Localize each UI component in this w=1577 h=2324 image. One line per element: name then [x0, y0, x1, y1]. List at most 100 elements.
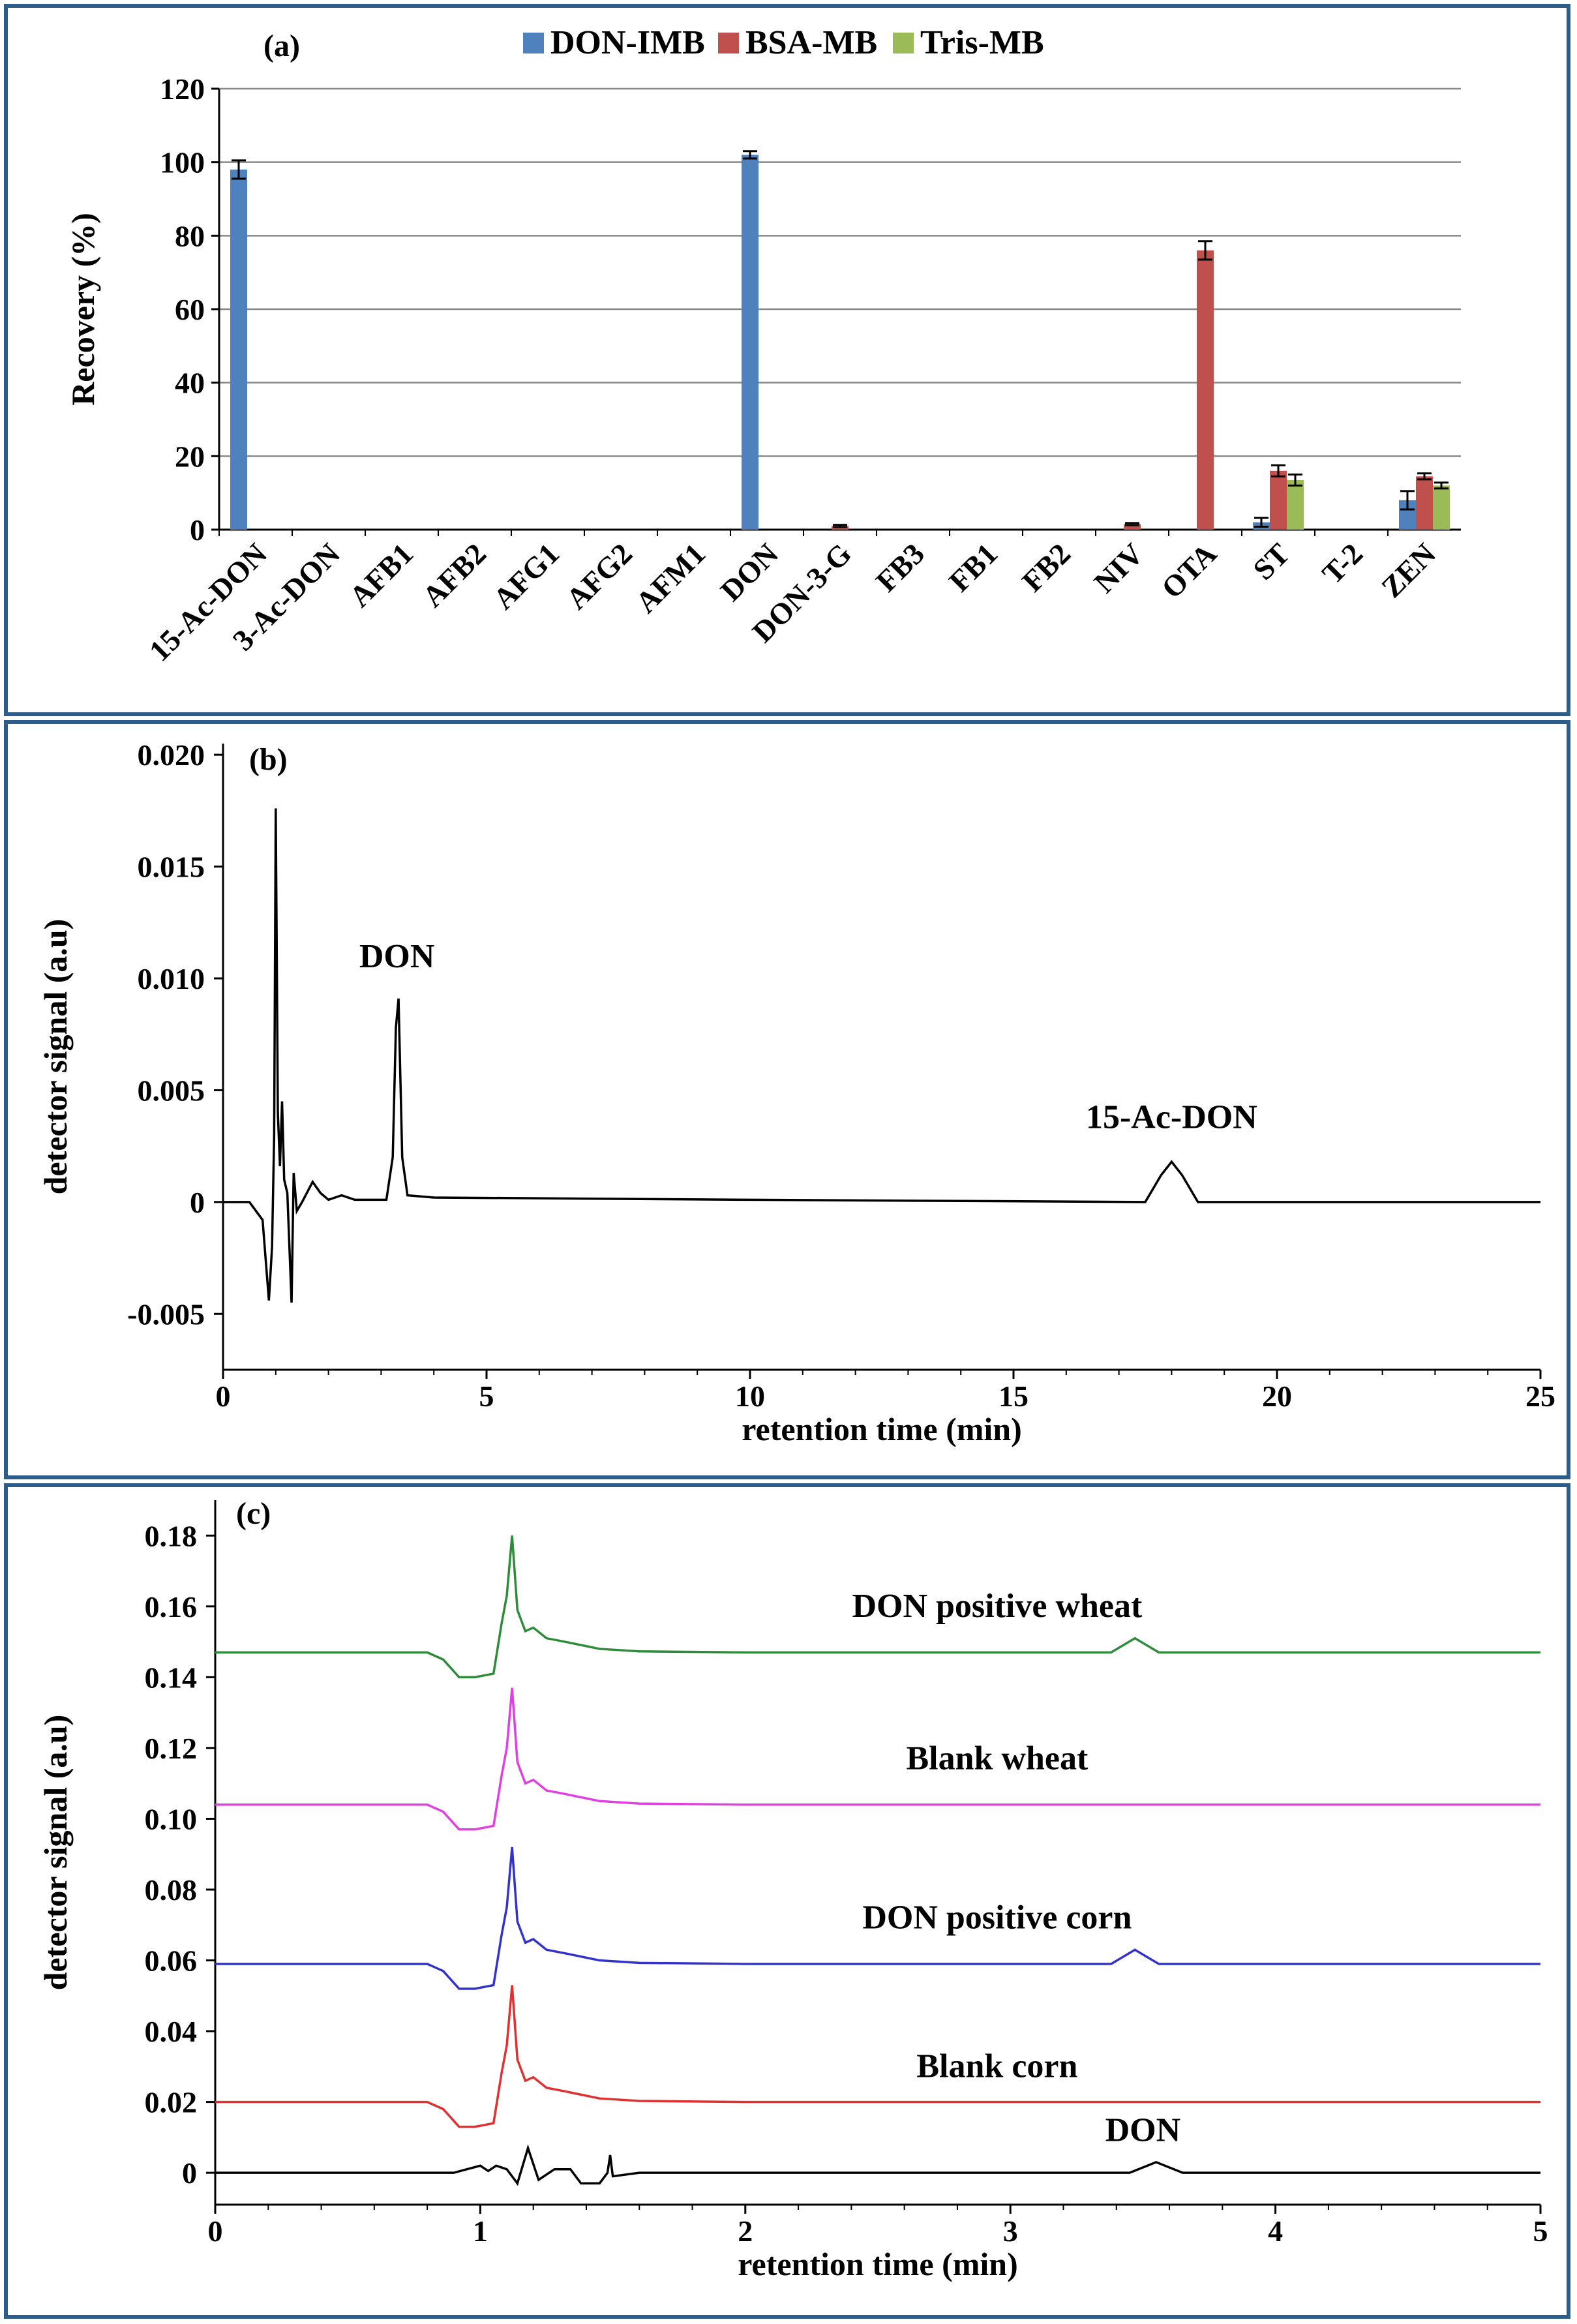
y-tick-label-7: 0.14 — [145, 1661, 198, 1694]
trace-label-3: Blank corn — [916, 2048, 1077, 2085]
x-tick-label-3: 15 — [999, 1380, 1029, 1413]
legend-label-2: Tris-MB — [920, 24, 1044, 61]
y-tick-label-6: 120 — [160, 72, 205, 106]
standard-chromatogram: -0.005 0 0.005 0.010 0.015 0.020 0 5 10 15 20 25 ret… — [37, 738, 1555, 1447]
recovery-bar-chart: (a) DON-IMB BSA-MB Tris-MB 0 20 40 60 80 100 120 Re… — [65, 24, 1461, 667]
y-tick-label-0: -0.005 — [127, 1297, 205, 1331]
legend-label-0: DON-IMB — [550, 24, 705, 61]
bar-Tris-MB-ST — [1287, 479, 1304, 530]
trace-label-1: Blank wheat — [906, 1740, 1089, 1777]
y-axis-label: detector signal (a.u) — [37, 1715, 74, 1991]
legend-swatch-2 — [893, 33, 914, 53]
y-tick-label-2: 0.005 — [138, 1074, 205, 1107]
error-bar-BSA-MB-OTA — [1198, 240, 1212, 261]
x-tick-label-4: 20 — [1262, 1380, 1292, 1413]
error-bar-DON-IMB-DON — [743, 150, 757, 160]
error-bar-BSA-MB-NIV — [1125, 522, 1139, 526]
error-bar-BSA-MB-ZEN — [1417, 472, 1432, 481]
panel-label: (b) — [249, 742, 288, 777]
y-tick-label-6: 0.12 — [145, 1732, 198, 1765]
series-line-3 — [215, 1985, 1540, 2128]
y-tick-label-0: 0 — [190, 513, 205, 547]
x-tick-label-12: NIV — [1087, 537, 1150, 599]
trace-label-4: DON — [1105, 2111, 1181, 2149]
y-tick-label-9: 0.18 — [145, 1519, 198, 1552]
x-tick-label-9: FB3 — [869, 537, 931, 598]
x-tick-label-13: OTA — [1155, 537, 1223, 605]
y-tick-label-8: 0.16 — [145, 1590, 198, 1623]
x-tick-label-10: FB1 — [942, 537, 1004, 598]
error-bar-DON-IMB-ZEN — [1400, 490, 1415, 511]
y-tick-label-1: 20 — [175, 440, 205, 473]
y-tick-label-5: 0.020 — [138, 738, 205, 772]
legend-swatch-1 — [718, 33, 739, 53]
error-bar-DON-IMB-15-Ac-DON — [232, 159, 246, 180]
legend-label-1: BSA-MB — [745, 24, 877, 61]
trace-label-2: DON positive corn — [862, 1899, 1132, 1937]
panel-label: (c) — [236, 1496, 271, 1531]
y-tick-label-4: 0.08 — [145, 1873, 198, 1907]
peak-label-1: 15-Ac-DON — [1086, 1099, 1257, 1136]
y-tick-label-2: 40 — [175, 367, 205, 400]
x-tick-label-1: 1 — [473, 2214, 488, 2248]
bar-BSA-MB-ZEN — [1416, 476, 1433, 530]
y-axis-label: detector signal (a.u) — [37, 919, 74, 1195]
y-tick-label-1: 0.02 — [145, 2086, 198, 2119]
x-tick-label-0: 0 — [208, 2214, 223, 2248]
x-tick-label-11: FB2 — [1015, 537, 1077, 598]
x-tick-label-14: ST — [1246, 537, 1296, 586]
x-tick-label-4: 4 — [1268, 2214, 1283, 2248]
error-bar-Tris-MB-ST — [1288, 474, 1302, 487]
x-tick-label-16: ZEN — [1375, 537, 1442, 604]
x-tick-label-15: T-2 — [1315, 537, 1369, 590]
x-tick-label-4: AFG1 — [487, 537, 565, 616]
bar-BSA-MB-OTA — [1197, 250, 1214, 530]
y-tick-label-4: 80 — [175, 219, 205, 252]
x-tick-label-2: AFB1 — [343, 537, 419, 613]
panel-c: 0 0.02 0.04 0.06 0.08 0.10 0.12 0.14 0.16 0.18 0 1 2… — [4, 1483, 1570, 2319]
error-bar-BSA-MB-ST — [1271, 464, 1285, 477]
x-tick-label-2: 2 — [738, 2214, 753, 2248]
series-line-4 — [215, 2144, 1540, 2186]
x-tick-label-2: 10 — [735, 1380, 765, 1413]
bar-Tris-MB-ZEN — [1433, 485, 1450, 530]
x-axis-label: retention time (min) — [738, 2246, 1018, 2282]
panel-label: (a) — [263, 29, 300, 63]
y-tick-label-5: 0.10 — [145, 1802, 198, 1835]
x-tick-label-3: 3 — [1003, 2214, 1018, 2248]
panel-b: -0.005 0 0.005 0.010 0.015 0.020 0 5 10 15 20 25 ret… — [4, 720, 1570, 1479]
x-axis-label: retention time (min) — [742, 1411, 1022, 1447]
y-tick-label-3: 0.06 — [145, 1944, 198, 1978]
y-tick-label-0: 0 — [182, 2156, 197, 2190]
sample-chromatograms: 0 0.02 0.04 0.06 0.08 0.10 0.12 0.14 0.16 0.18 0 1 2… — [37, 1496, 1548, 2282]
trace-label-0: DON positive wheat — [852, 1588, 1143, 1625]
bar-DON-IMB-15-Ac-DON — [230, 169, 247, 530]
x-tick-label-6: AFM1 — [629, 537, 712, 619]
y-tick-label-3: 0.010 — [138, 962, 205, 995]
y-axis-label: Recovery (%) — [65, 213, 101, 406]
legend-swatch-0 — [523, 33, 544, 53]
error-bar-BSA-MB-DON-3-G — [833, 524, 847, 528]
peak-label-0: DON — [359, 938, 435, 975]
series-line-1 — [215, 1687, 1540, 1831]
y-tick-label-4: 0.015 — [138, 851, 205, 884]
y-tick-label-2: 0.04 — [145, 2015, 198, 2048]
bar-DON-IMB-DON — [742, 155, 758, 530]
panel-a: (a) DON-IMB BSA-MB Tris-MB 0 20 40 60 80 100 120 Re… — [4, 4, 1570, 716]
series-line-2 — [215, 1847, 1540, 1990]
x-tick-label-1: 5 — [479, 1380, 494, 1413]
x-tick-label-5: 5 — [1533, 2214, 1548, 2248]
x-tick-label-5: AFG2 — [560, 537, 638, 616]
y-tick-label-1: 0 — [190, 1186, 205, 1219]
y-tick-label-5: 100 — [160, 146, 205, 179]
error-bar-DON-IMB-ST — [1254, 517, 1269, 528]
bar-BSA-MB-ST — [1270, 470, 1287, 530]
series-line-0 — [215, 1535, 1540, 1679]
y-tick-label-3: 60 — [175, 293, 205, 326]
error-bar-Tris-MB-ZEN — [1434, 481, 1449, 490]
x-tick-label-5: 25 — [1525, 1380, 1555, 1413]
x-tick-label-0: 0 — [216, 1380, 231, 1413]
bar-BSA-MB-NIV — [1124, 524, 1141, 530]
series-line-chromatogram — [223, 808, 1540, 1303]
x-tick-label-3: AFB2 — [416, 537, 492, 613]
